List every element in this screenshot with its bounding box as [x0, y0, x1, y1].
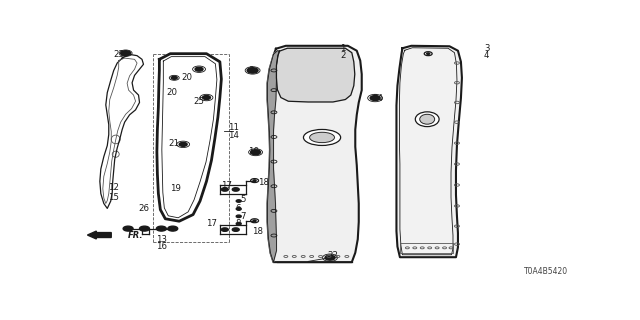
- Text: 9: 9: [248, 66, 254, 75]
- Polygon shape: [396, 46, 462, 257]
- Text: 21: 21: [169, 139, 180, 148]
- Text: 3: 3: [484, 44, 490, 53]
- Circle shape: [253, 220, 256, 221]
- Circle shape: [168, 226, 178, 231]
- Circle shape: [172, 76, 177, 79]
- Ellipse shape: [310, 132, 335, 143]
- Circle shape: [251, 150, 260, 155]
- Circle shape: [221, 228, 228, 231]
- Text: 1: 1: [340, 44, 346, 53]
- Text: 2: 2: [340, 51, 346, 60]
- Text: 22: 22: [328, 251, 339, 260]
- Text: 11: 11: [228, 123, 239, 132]
- Text: 16: 16: [156, 242, 167, 251]
- Text: 20: 20: [181, 73, 192, 82]
- Text: 13: 13: [156, 235, 167, 244]
- Circle shape: [236, 200, 241, 202]
- Polygon shape: [268, 51, 280, 262]
- Polygon shape: [268, 46, 362, 262]
- Circle shape: [247, 68, 258, 73]
- Text: 17: 17: [221, 180, 232, 189]
- Ellipse shape: [415, 112, 439, 127]
- Polygon shape: [276, 48, 355, 102]
- Text: 14: 14: [228, 131, 239, 140]
- Text: 25: 25: [193, 97, 205, 106]
- Text: 19: 19: [170, 184, 180, 193]
- Circle shape: [232, 188, 239, 191]
- Circle shape: [156, 226, 166, 231]
- Ellipse shape: [303, 130, 340, 146]
- Text: 8: 8: [235, 219, 241, 228]
- Text: 24: 24: [372, 94, 383, 103]
- Circle shape: [166, 188, 170, 190]
- Circle shape: [221, 188, 228, 191]
- Circle shape: [236, 215, 241, 218]
- Text: 18: 18: [252, 227, 263, 236]
- Circle shape: [195, 67, 203, 71]
- Circle shape: [202, 96, 211, 100]
- Circle shape: [427, 53, 429, 54]
- Text: 23: 23: [113, 50, 124, 59]
- Circle shape: [121, 51, 131, 56]
- Circle shape: [232, 228, 239, 231]
- Text: 6: 6: [235, 204, 241, 213]
- Text: 5: 5: [240, 195, 245, 204]
- Circle shape: [236, 208, 241, 210]
- Circle shape: [179, 142, 187, 146]
- Text: 7: 7: [240, 212, 245, 221]
- Circle shape: [140, 226, 150, 231]
- Ellipse shape: [420, 114, 435, 124]
- Text: 10: 10: [248, 147, 259, 156]
- Polygon shape: [157, 54, 221, 221]
- Circle shape: [325, 255, 335, 260]
- FancyArrow shape: [88, 231, 111, 239]
- Polygon shape: [100, 54, 143, 208]
- Circle shape: [370, 96, 380, 100]
- Circle shape: [236, 222, 241, 225]
- Text: 18: 18: [258, 178, 269, 187]
- Text: 20: 20: [166, 88, 177, 97]
- Circle shape: [253, 180, 256, 181]
- Text: 4: 4: [484, 51, 490, 60]
- Text: 15: 15: [108, 193, 119, 202]
- Text: T0A4B5420: T0A4B5420: [524, 267, 568, 276]
- Text: 12: 12: [108, 183, 119, 192]
- Circle shape: [123, 226, 133, 231]
- Text: FR.: FR.: [127, 230, 143, 240]
- Text: 26: 26: [138, 204, 149, 213]
- Text: 17: 17: [206, 219, 217, 228]
